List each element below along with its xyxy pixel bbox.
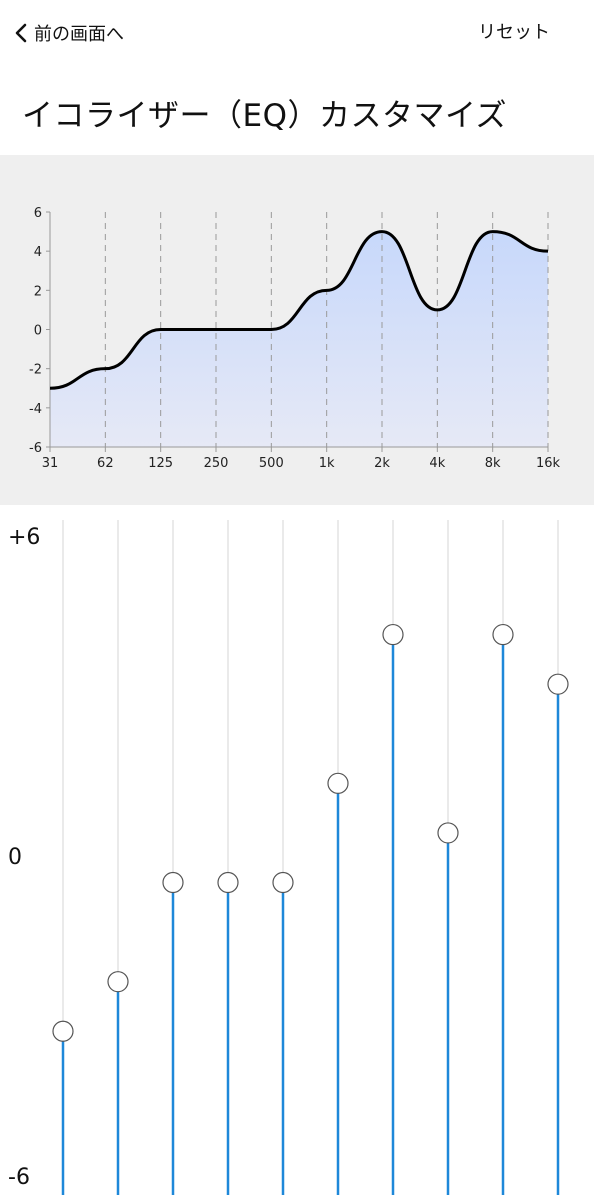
eq-sliders: +6 0 -6 bbox=[0, 505, 594, 1200]
y-tick-label: 6 bbox=[34, 206, 42, 221]
eq-curve-fill bbox=[50, 231, 548, 447]
scale-max-label: +6 bbox=[8, 525, 41, 550]
back-label: 前の画面へ bbox=[34, 24, 124, 45]
page-title: イコライザー（EQ）カスタマイズ bbox=[22, 98, 508, 134]
y-tick-label: 4 bbox=[34, 245, 42, 260]
slider-thumb[interactable] bbox=[52, 1020, 74, 1042]
y-tick-label: -6 bbox=[29, 441, 42, 456]
slider-thumb[interactable] bbox=[162, 871, 184, 894]
x-tick-label: 125 bbox=[148, 456, 173, 471]
y-tick-label: -2 bbox=[29, 363, 42, 378]
y-tick-label: 2 bbox=[34, 284, 42, 299]
slider-thumb[interactable] bbox=[272, 871, 294, 894]
x-tick-label: 500 bbox=[259, 456, 284, 471]
slider-thumb[interactable] bbox=[437, 822, 459, 844]
scale-mid-label: 0 bbox=[8, 845, 22, 870]
x-tick-label: 16k bbox=[536, 456, 561, 471]
slider-thumb[interactable] bbox=[327, 772, 349, 794]
x-tick-label: 4k bbox=[429, 456, 445, 471]
reset-button[interactable]: リセット bbox=[478, 22, 550, 43]
x-tick-label: 8k bbox=[485, 456, 501, 471]
slider-thumb[interactable] bbox=[492, 623, 514, 646]
x-tick-label: 62 bbox=[97, 456, 114, 471]
back-button[interactable]: 前の画面へ bbox=[14, 16, 124, 50]
x-tick-label: 250 bbox=[204, 456, 229, 471]
y-tick-label: 0 bbox=[34, 324, 42, 339]
x-tick-label: 1k bbox=[319, 456, 335, 471]
chevron-left-icon bbox=[14, 23, 28, 43]
eq-graph-panel: 6 4 2 0 -2 -4 -6 31 62 125 250 500 1k 2k 4k 8k 16k bbox=[0, 155, 594, 505]
x-tick-label: 2k bbox=[374, 456, 390, 471]
y-tick-label: -4 bbox=[29, 402, 42, 417]
x-tick-label: 31 bbox=[42, 456, 59, 471]
slider-thumb[interactable] bbox=[547, 673, 569, 695]
top-bar: 前の画面へ リセット bbox=[0, 0, 594, 64]
slider-thumb[interactable] bbox=[217, 871, 239, 894]
slider-thumb[interactable] bbox=[107, 971, 129, 993]
scale-min-label: -6 bbox=[8, 1165, 30, 1190]
eq-curve-chart: 6 4 2 0 -2 -4 -631 62 125 250 500 1k 2k 4k 8k 16k bbox=[29, 206, 561, 471]
eq-sliders-canvas bbox=[52, 520, 569, 1195]
slider-thumb[interactable] bbox=[382, 623, 404, 646]
eq-curve-line bbox=[49, 230, 549, 390]
